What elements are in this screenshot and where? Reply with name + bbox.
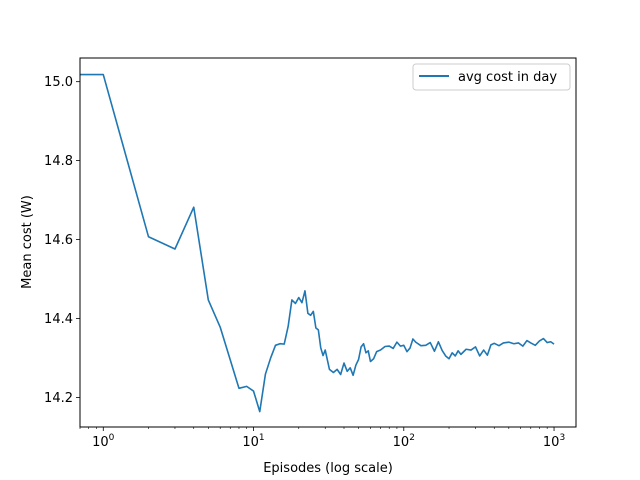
y-tick-label: 14.6 — [44, 233, 73, 248]
x-tick-label: 102 — [393, 433, 415, 450]
plot-frame — [79, 57, 577, 428]
y-axis: 14.2 14.4 14.6 14.8 15.0 — [44, 75, 80, 406]
y-tick-label: 14.4 — [44, 312, 73, 327]
y-tick-label: 14.8 — [44, 154, 73, 169]
y-tick-label: 15.0 — [44, 75, 73, 90]
legend-box — [412, 63, 571, 91]
series-layer — [80, 73, 555, 413]
y-tick-label: 14.2 — [44, 391, 73, 406]
legend: avg cost in day — [412, 63, 571, 91]
x-tick-label: 101 — [242, 433, 264, 450]
x-axis-label: Episodes (log scale) — [263, 461, 393, 476]
series-line-0 — [80, 73, 555, 413]
legend-entry: avg cost in day — [458, 70, 557, 85]
x-tick-label: 100 — [92, 433, 115, 450]
x-tick-label: 103 — [543, 433, 565, 450]
x-axis: 100 101 102 103 — [79, 427, 565, 450]
y-axis-label: Mean cost (W) — [20, 195, 35, 289]
